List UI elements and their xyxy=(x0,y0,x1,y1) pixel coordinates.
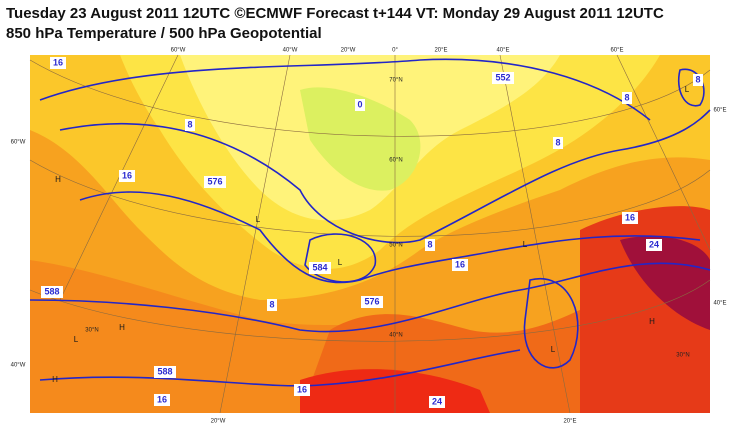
contour-label-box xyxy=(154,366,176,378)
contour-label-box xyxy=(553,137,563,149)
pressure-center: L xyxy=(256,215,261,224)
contour-label-box xyxy=(622,92,632,104)
pressure-center: L xyxy=(338,258,343,267)
contour-label-box xyxy=(646,239,662,251)
contour-label-box xyxy=(267,299,277,311)
map xyxy=(29,54,711,414)
pressure-center: L xyxy=(685,85,690,94)
contour-label: 16 xyxy=(625,212,635,222)
graticule-label: 40°E xyxy=(496,48,509,54)
graticule-label: 30°N xyxy=(676,353,689,359)
contour-label: 588 xyxy=(44,286,59,296)
contour-label-box xyxy=(492,72,514,84)
graticule-label: 20°E xyxy=(434,48,447,54)
contour-label: 576 xyxy=(364,296,379,306)
pressure-center: H xyxy=(52,375,58,384)
title: Tuesday 23 August 2011 12UTC ©ECMWF Fore… xyxy=(6,5,664,22)
pressure-center: L xyxy=(74,335,79,344)
contour-label: 8 xyxy=(187,119,192,129)
graticule-label: 30°N xyxy=(85,328,98,334)
contour-label-box xyxy=(622,212,638,224)
contour-label: 552 xyxy=(495,72,510,82)
contour-label: 8 xyxy=(624,92,629,102)
graticule-label: 50°N xyxy=(389,243,402,249)
graticule-label: 20°E xyxy=(563,419,576,425)
contour-label: 584 xyxy=(312,262,327,272)
contour-label: 24 xyxy=(649,239,659,249)
contour-label: 16 xyxy=(455,259,465,269)
contour-label-box xyxy=(119,170,135,182)
contour-label-box xyxy=(154,394,170,406)
contour-label-box xyxy=(355,99,365,111)
contour-label: 24 xyxy=(432,396,442,406)
graticule-label: 20°W xyxy=(211,419,226,425)
contour-label: 8 xyxy=(695,74,700,84)
contour-label: 588 xyxy=(157,366,172,376)
graticule-label: 40°W xyxy=(11,363,26,369)
contour-label-box xyxy=(693,74,703,86)
contour-label: 16 xyxy=(297,384,307,394)
contour-label-box xyxy=(294,384,310,396)
graticule-label: 70°N xyxy=(389,78,402,84)
pressure-center: H xyxy=(649,317,655,326)
pressure-center: H xyxy=(119,323,125,332)
subtitle: 850 hPa Temperature / 500 hPa Geopotenti… xyxy=(6,25,322,42)
labels: 60°W 40°W 20°W 0° 20°E 40°E 60°E 60°W 40°W 60°E 40… xyxy=(11,48,727,425)
contour-label: 8 xyxy=(555,137,560,147)
pressure-center: L xyxy=(551,345,556,354)
pressure-center: H xyxy=(55,175,61,184)
graticule-label: 60°E xyxy=(610,48,623,54)
graticule-label: 0° xyxy=(392,48,398,54)
contour-label: 16 xyxy=(122,170,132,180)
graticule-label: 40°W xyxy=(283,48,298,54)
graticule-label: 40°N xyxy=(389,333,402,339)
graticule-label: 60°W xyxy=(11,140,26,146)
contour-label-box xyxy=(425,239,435,251)
contour-label-box xyxy=(41,286,63,298)
contour-label-box xyxy=(452,259,468,271)
contour-label-box xyxy=(309,262,331,274)
contour-label: 16 xyxy=(53,57,63,67)
contour-label-box xyxy=(429,396,445,408)
contour-label: 8 xyxy=(427,239,432,249)
contour-label-box xyxy=(204,176,226,188)
graticule-label: 60°N xyxy=(389,158,402,164)
contour-label: 0 xyxy=(357,99,362,109)
contour-label-box xyxy=(185,119,195,131)
graticule-label: 60°W xyxy=(171,48,186,54)
graticule-label: 40°E xyxy=(713,301,726,307)
contour-label: 16 xyxy=(157,394,167,404)
graticule-label: 60°E xyxy=(713,108,726,114)
contour-label: 8 xyxy=(269,299,274,309)
pressure-center: L xyxy=(523,240,528,249)
contour-label-box xyxy=(50,57,66,69)
contour-label-box xyxy=(361,296,383,308)
graticule-label: 20°W xyxy=(341,48,356,54)
contour-label: 576 xyxy=(207,176,222,186)
